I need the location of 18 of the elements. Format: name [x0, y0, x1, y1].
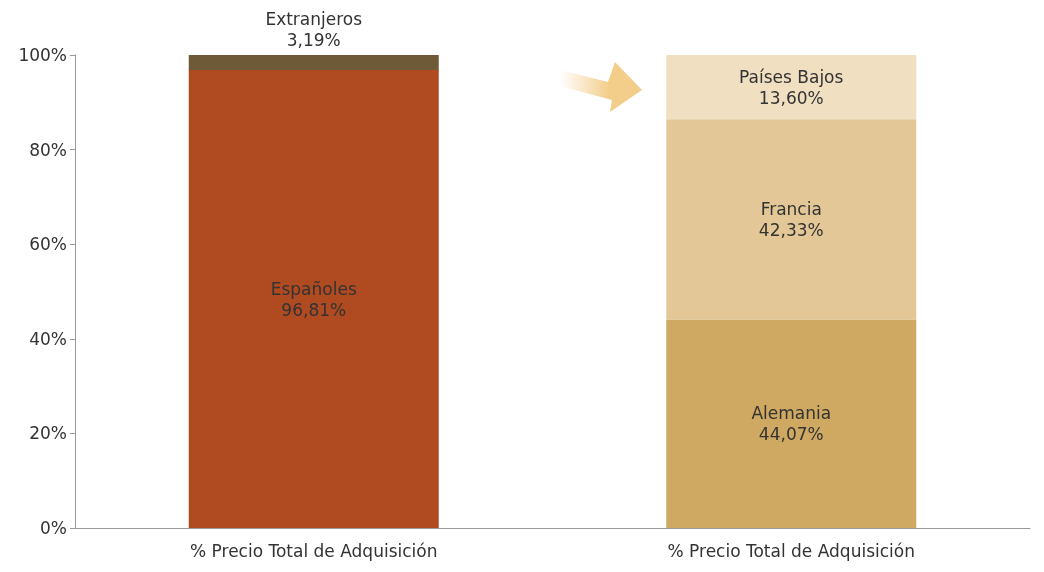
series-label: Extranjeros — [265, 8, 363, 29]
data-label: 13,60% — [758, 87, 824, 108]
y-tick-label: 20% — [29, 423, 67, 444]
series-label: Países Bajos — [739, 66, 844, 87]
x-tick-label: % Precio Total de Adquisición — [667, 540, 915, 561]
data-label: 96,81% — [281, 299, 347, 320]
y-tick-label: 0% — [40, 518, 67, 538]
data-label: 44,07% — [758, 424, 824, 445]
y-tick-label: 100% — [18, 45, 67, 65]
series-label: Españoles — [270, 278, 357, 299]
series-label: Alemania — [751, 403, 832, 424]
y-tick-label: 40% — [29, 328, 67, 349]
y-tick-label: 60% — [29, 234, 67, 255]
x-tick-label: % Precio Total de Adquisición — [190, 540, 438, 561]
data-label: 3,19% — [286, 29, 341, 50]
series-label: Francia — [760, 198, 822, 219]
data-label: 42,33% — [758, 219, 824, 240]
y-tick-label: 80% — [29, 139, 67, 160]
